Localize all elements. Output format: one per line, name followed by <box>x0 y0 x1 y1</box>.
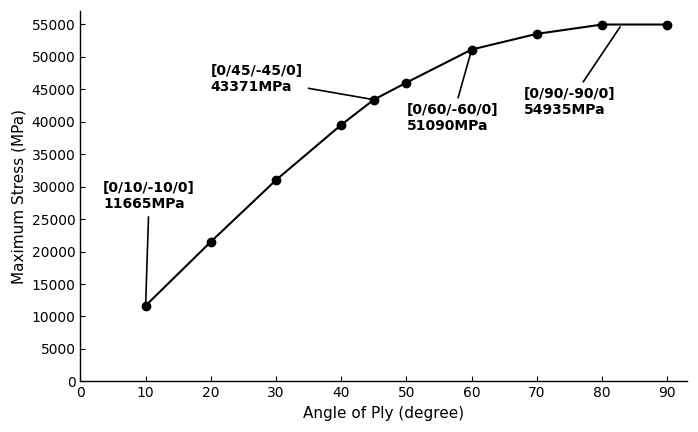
Text: [0/10/-10/0]
11665MPa: [0/10/-10/0] 11665MPa <box>103 181 195 303</box>
Text: [0/60/-60/0]
51090MPa: [0/60/-60/0] 51090MPa <box>406 52 498 133</box>
X-axis label: Angle of Ply (degree): Angle of Ply (degree) <box>303 406 464 421</box>
Text: [0/90/-90/0]
54935MPa: [0/90/-90/0] 54935MPa <box>524 27 620 117</box>
Y-axis label: Maximum Stress (MPa): Maximum Stress (MPa) <box>11 109 26 284</box>
Text: [0/45/-45/0]
43371MPa: [0/45/-45/0] 43371MPa <box>211 64 371 99</box>
